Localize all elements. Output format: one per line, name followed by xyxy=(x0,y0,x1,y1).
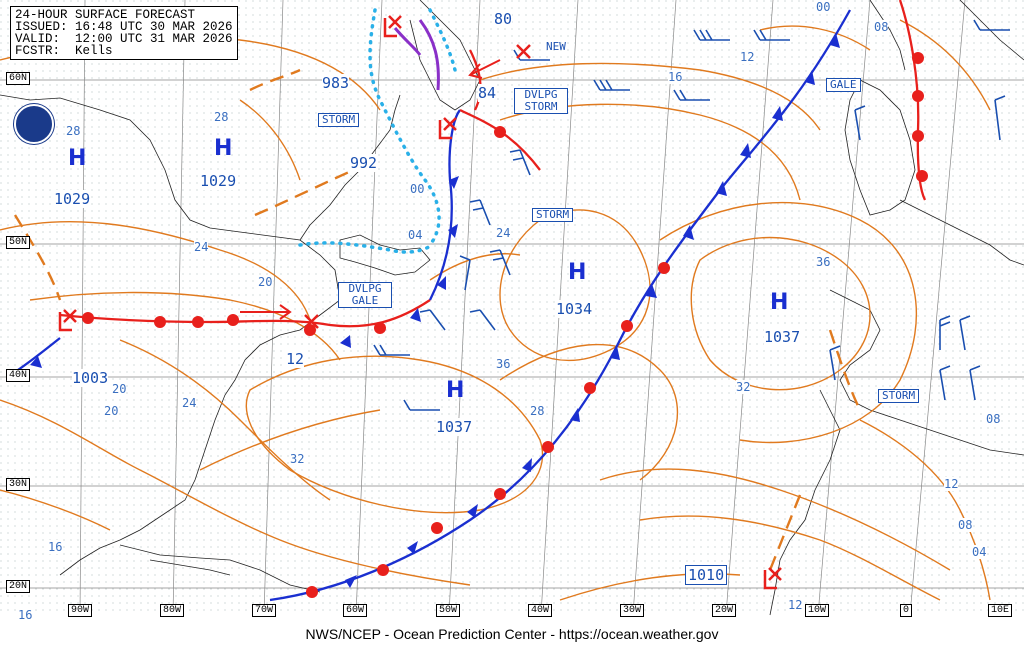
isobars xyxy=(0,19,991,601)
lon-label-50w: 50W xyxy=(436,604,461,617)
warm-front-bumps xyxy=(82,52,928,598)
header-valid: VALID: 12:00 UTC 31 MAR 2026 xyxy=(15,32,233,46)
high-center-letter: H xyxy=(68,146,87,171)
cold-front-teeth xyxy=(30,33,840,588)
isobar-label: 08 xyxy=(874,20,889,34)
isobar-label: 32 xyxy=(290,452,305,466)
high-isobar-label: 28 xyxy=(214,110,229,124)
high-pressure-value: 1029 xyxy=(54,190,91,208)
lon-label-20w: 20W xyxy=(712,604,737,617)
isobar-label: 20 xyxy=(104,404,119,418)
isobar-label: 24 xyxy=(194,240,209,254)
isobar-label: 08 xyxy=(986,412,1001,426)
warning-gale: GALE xyxy=(826,78,861,92)
lat-label-40n: 40N xyxy=(6,369,31,382)
isobar-label: 20 xyxy=(112,382,127,396)
lon-label-10w: 10W xyxy=(805,604,830,617)
wind-barbs xyxy=(373,19,1010,411)
header-title: 24-HOUR SURFACE FORECAST xyxy=(15,8,196,22)
high-pressure-value: 1037 xyxy=(764,328,801,346)
warning-storm: STORM xyxy=(318,113,360,127)
high-center-letter: H xyxy=(446,378,465,403)
warning-developing-gale: DVLPG GALE xyxy=(338,282,392,308)
isobar-label: 32 xyxy=(736,380,751,394)
warning-storm: STORM xyxy=(532,208,574,222)
lon-label-80w: 80W xyxy=(160,604,185,617)
isobar-label: 08 xyxy=(958,518,973,532)
isobar-label: 00 xyxy=(816,0,831,14)
lat-label-20n: 20N xyxy=(6,580,31,593)
isobar-label: 24 xyxy=(496,226,511,240)
header-forecaster: FCSTR: Kells xyxy=(15,44,113,58)
isobar-label: 04 xyxy=(408,228,423,242)
low-pressure-value: 1010 xyxy=(685,565,728,585)
lon-label-0: 0 xyxy=(900,604,913,617)
lon-label-10e: 10E xyxy=(988,604,1013,617)
occluded-front xyxy=(393,19,440,91)
low-pressure-value: 983 xyxy=(322,74,350,92)
ocean-dot-pattern xyxy=(0,0,1024,615)
lon-label-70w: 70W xyxy=(252,604,277,617)
isobar-label: 16 xyxy=(48,540,63,554)
isobar-label: 28 xyxy=(530,404,545,418)
isobar-label: 12 xyxy=(286,350,305,368)
high-isobar-label: 28 xyxy=(66,124,81,138)
isobar-label: 36 xyxy=(816,255,831,269)
high-pressure-value: 1029 xyxy=(200,172,237,190)
lon-label-60w: 60W xyxy=(343,604,368,617)
lat-label-60n: 60N xyxy=(6,72,31,85)
high-center-letter: H xyxy=(770,290,789,315)
isobar-label: 12 xyxy=(740,50,755,64)
warning-new: NEW xyxy=(546,40,566,53)
isobar-label: 24 xyxy=(182,396,197,410)
warning-storm: STORM xyxy=(878,389,920,403)
motion-arrows xyxy=(240,59,501,320)
isobar-label: 04 xyxy=(972,545,987,559)
noaa-logo xyxy=(14,104,54,144)
lon-label-90w: 90W xyxy=(68,604,93,617)
low-pressure-value: 80 xyxy=(494,10,513,28)
isobar-label: 36 xyxy=(496,357,511,371)
high-pressure-value: 1037 xyxy=(436,418,473,436)
high-pressure-value: 1034 xyxy=(556,300,593,318)
low-pressure-value: 992 xyxy=(350,154,378,172)
warning-developing-storm: DVLPG STORM xyxy=(514,88,568,114)
isobar-label: 16 xyxy=(668,70,683,84)
map-credit-footer: NWS/NCEP - Ocean Prediction Center - htt… xyxy=(305,626,719,642)
header-issued: ISSUED: 16:48 UTC 30 MAR 2026 xyxy=(15,20,233,34)
isobar-label: 20 xyxy=(258,275,273,289)
lat-label-50n: 50N xyxy=(6,236,31,249)
low-centers xyxy=(58,15,782,590)
ice-edge xyxy=(298,8,457,254)
troughs xyxy=(13,68,862,571)
lon-label-40w: 40W xyxy=(528,604,553,617)
isobar-label: 00 xyxy=(410,182,425,196)
low-pressure-value: 1003 xyxy=(72,369,109,387)
isobar-label: 12 xyxy=(788,598,803,612)
lon-label-30w: 30W xyxy=(620,604,645,617)
low-pressure-value: 84 xyxy=(478,84,497,102)
high-center-letter: H xyxy=(568,260,587,285)
forecast-header: 24-HOUR SURFACE FORECAST ISSUED: 16:48 U… xyxy=(10,6,238,60)
isobar-label: 16 xyxy=(18,608,33,622)
lat-label-30n: 30N xyxy=(6,478,31,491)
isobar-label: 12 xyxy=(944,477,959,491)
high-center-letter: H xyxy=(214,136,233,161)
